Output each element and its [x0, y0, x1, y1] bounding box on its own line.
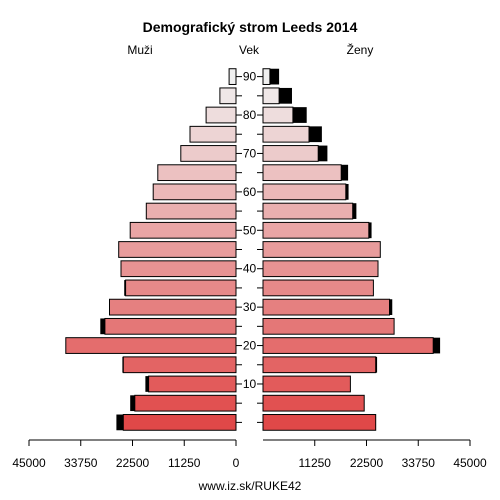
female-bar-75-79: [262, 125, 310, 143]
male-bar-70-74: [180, 145, 237, 162]
male-bar-55-59: [145, 202, 237, 220]
male-bar-30-34: [109, 298, 237, 316]
bars-group: [65, 68, 441, 431]
male-bar-40-44: [120, 260, 237, 278]
x-tick-label: 22500: [350, 456, 384, 470]
female-extra-85-89: [279, 87, 292, 104]
female-extra-70-74: [318, 145, 328, 162]
x-tick-label: 33750: [64, 456, 98, 470]
female-bar-0-4: [262, 414, 377, 431]
male-bar-75-79: [189, 125, 237, 143]
female-extra-65-69: [341, 164, 349, 181]
male-label: Muži: [127, 43, 152, 57]
female-extra-60-64: [345, 183, 349, 200]
female-bar-25-29: [262, 317, 395, 335]
female-extra-30-34: [389, 299, 393, 316]
male-bar-5-9: [134, 394, 237, 412]
x-tick-label: 11250: [299, 456, 332, 470]
age-tick-label: 20: [243, 339, 257, 353]
axes-group: 10 20 30 40 50 60 70 80 90 45000 33750 22500 11250 0 1…: [12, 70, 487, 470]
age-tick-label: 10: [243, 377, 257, 391]
female-bar-85-89: [262, 87, 280, 105]
female-bar-90+: [262, 68, 271, 85]
female-extra-15-19: [375, 356, 378, 373]
female-bar-45-49: [262, 241, 381, 258]
age-tick-label: 60: [243, 185, 257, 199]
male-bar-10-14: [148, 375, 237, 393]
female-extra-50-54: [368, 222, 372, 239]
male-extra-15-19: [122, 356, 124, 373]
male-bar-60-64: [152, 183, 237, 201]
male-extra-0-4: [116, 414, 124, 431]
x-tick-label: 11250: [168, 456, 201, 470]
male-bar-50-54: [129, 221, 237, 239]
age-tick-label: 80: [243, 108, 257, 122]
female-bar-40-44: [262, 260, 379, 278]
female-bar-60-64: [262, 183, 347, 201]
female-extra-55-59: [352, 203, 357, 219]
female-extra-75-79: [309, 126, 322, 143]
female-bar-80-84: [262, 106, 294, 124]
male-bar-90+: [228, 68, 237, 85]
female-bar-10-14: [262, 375, 351, 393]
male-bar-65-69: [157, 164, 237, 182]
male-extra-25-29: [100, 318, 105, 335]
female-extra-90+: [269, 68, 280, 85]
male-bar-45-49: [118, 241, 237, 258]
female-bar-65-69: [262, 164, 342, 182]
x-tick-label: 45000: [12, 456, 46, 470]
age-axis-label: Vek: [239, 43, 260, 57]
footer-link[interactable]: www.iz.sk/RUKE42: [198, 479, 302, 493]
male-bar-85-89: [219, 87, 237, 105]
x-tick-label: 45000: [453, 456, 487, 470]
male-bar-0-4: [122, 414, 237, 431]
female-bar-50-54: [262, 221, 370, 239]
female-label: Ženy: [347, 42, 374, 57]
male-extra-5-9: [130, 395, 135, 412]
male-extra-10-14: [145, 376, 149, 392]
female-extra-80-84: [292, 107, 307, 123]
male-extra-35-39: [124, 280, 126, 296]
x-tick-label: 22500: [116, 456, 150, 470]
x-tick-label: 33750: [402, 456, 436, 470]
age-tick-label: 70: [243, 146, 257, 160]
female-bar-15-19: [262, 356, 377, 374]
age-tick-label: 40: [243, 262, 257, 276]
male-bar-15-19: [122, 356, 237, 374]
male-bar-25-29: [104, 317, 237, 335]
male-bar-20-24: [65, 337, 237, 354]
female-bar-55-59: [262, 202, 354, 220]
age-tick-label: 50: [243, 223, 257, 237]
female-bar-70-74: [262, 145, 319, 162]
male-bar-80-84: [205, 106, 237, 124]
female-bar-5-9: [262, 394, 365, 412]
age-tick-label: 30: [243, 300, 257, 314]
female-extra-20-24: [433, 337, 441, 354]
male-bar-35-39: [125, 279, 237, 297]
age-tick-label: 90: [243, 70, 257, 84]
x-tick-label: 0: [233, 456, 240, 470]
female-bar-30-34: [262, 298, 390, 316]
chart-title: Demografický strom Leeds 2014: [143, 19, 358, 35]
female-bar-35-39: [262, 279, 374, 297]
female-bar-20-24: [262, 337, 434, 354]
